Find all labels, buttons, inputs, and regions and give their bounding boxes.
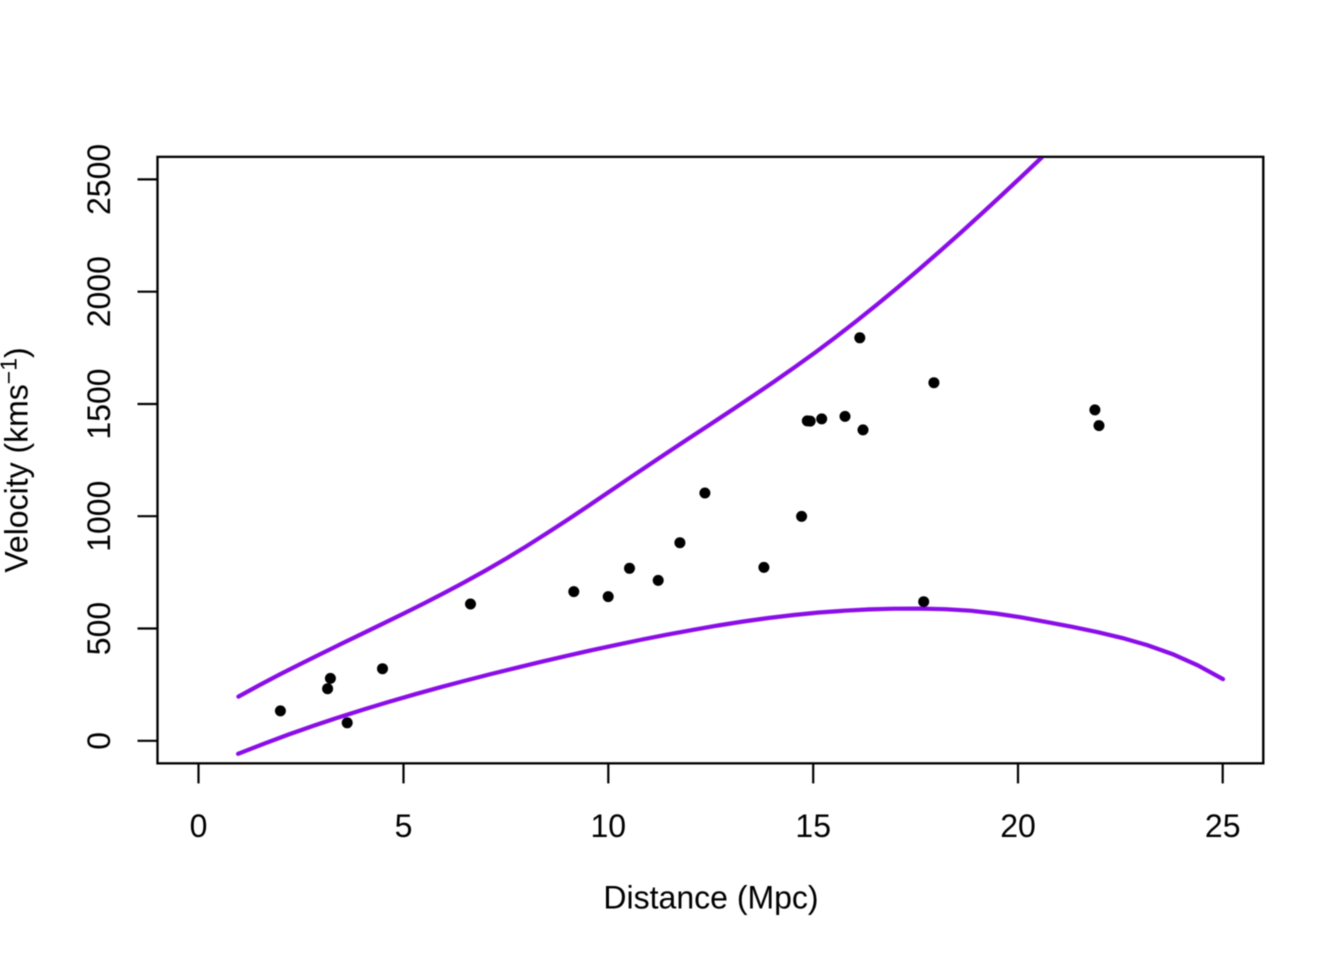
svg-text:Distance (Mpc): Distance (Mpc) xyxy=(603,880,818,916)
svg-text:15: 15 xyxy=(795,808,831,844)
svg-text:1500: 1500 xyxy=(81,368,117,439)
svg-text:1000: 1000 xyxy=(81,481,117,552)
svg-text:0: 0 xyxy=(190,808,208,844)
svg-text:2000: 2000 xyxy=(81,256,117,327)
svg-text:Velocity (kms−1): Velocity (kms−1) xyxy=(0,347,35,572)
svg-text:10: 10 xyxy=(591,808,627,844)
svg-text:20: 20 xyxy=(1000,808,1036,844)
svg-text:5: 5 xyxy=(395,808,413,844)
svg-text:0: 0 xyxy=(81,732,117,750)
svg-text:500: 500 xyxy=(81,602,117,655)
svg-text:25: 25 xyxy=(1205,808,1241,844)
svg-text:2500: 2500 xyxy=(81,144,117,215)
